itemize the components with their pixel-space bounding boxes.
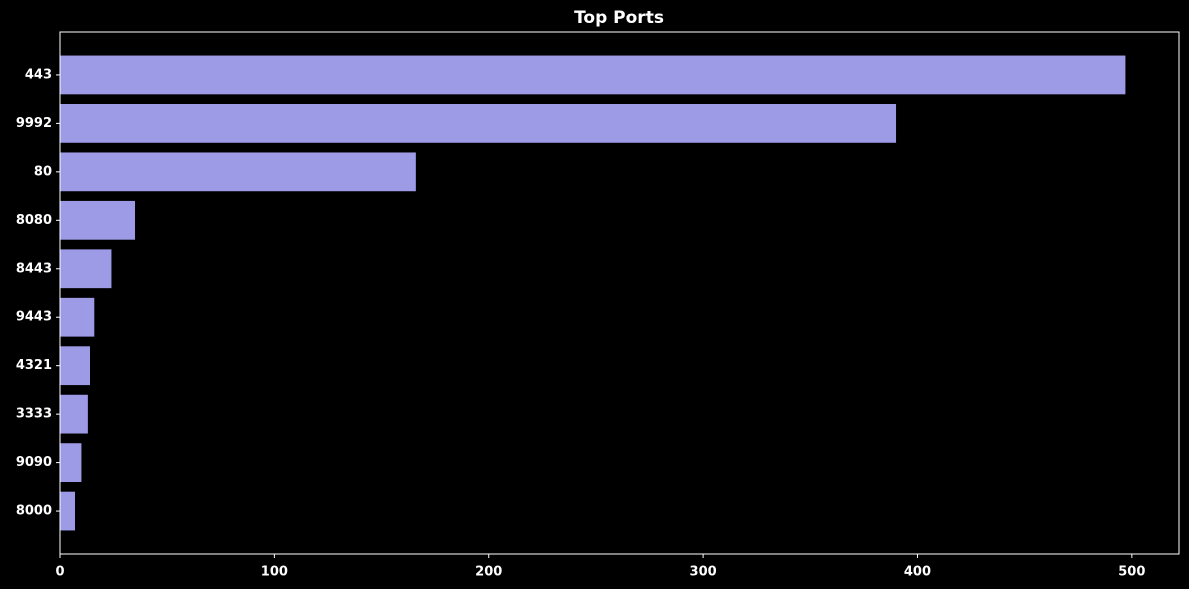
y-tick-label: 3333: [16, 407, 52, 422]
plot-frame: [59, 31, 1180, 555]
x-tick-label: 500: [1118, 565, 1145, 580]
y-tick-label: 80: [34, 164, 52, 179]
y-tick-label: 8000: [16, 504, 52, 519]
x-tick-label: 400: [904, 565, 931, 580]
y-tick-label: 9443: [16, 310, 52, 325]
x-tick-label: 0: [55, 565, 64, 580]
bar: [60, 152, 416, 192]
y-tick-label: 9992: [16, 116, 52, 131]
bar: [60, 297, 95, 337]
bar: [60, 200, 136, 240]
x-tick-label: 200: [475, 565, 502, 580]
bar: [60, 249, 112, 289]
bar: [60, 104, 897, 143]
y-tick-label: 4321: [16, 358, 52, 373]
bar: [60, 394, 88, 434]
y-tick-label: 9090: [16, 455, 52, 470]
x-tick-label: 300: [690, 565, 717, 580]
bar: [60, 443, 82, 482]
y-tick-label: 8443: [16, 261, 52, 276]
x-tick-label: 100: [261, 565, 288, 580]
y-tick-label: 443: [25, 67, 52, 82]
y-tick-label: 8080: [16, 213, 52, 228]
bar: [60, 346, 91, 386]
bar: [60, 491, 76, 531]
bar: [60, 55, 1126, 95]
chart-title: Top Ports: [574, 8, 664, 28]
